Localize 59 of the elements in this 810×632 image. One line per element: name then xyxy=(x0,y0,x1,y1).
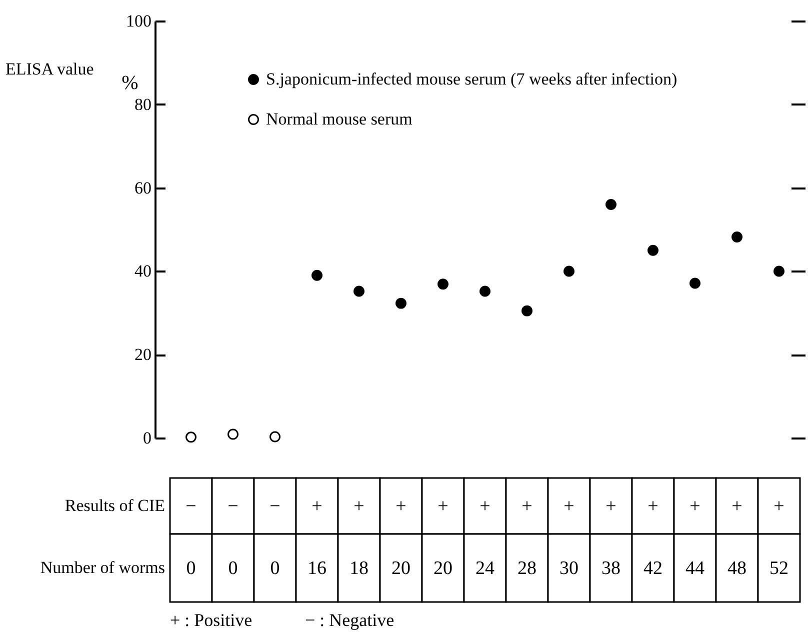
text: Results of CIE xyxy=(64,496,165,515)
text: + xyxy=(606,496,616,517)
text: − xyxy=(186,496,196,517)
x-tick-label: 42 xyxy=(644,558,662,579)
y-tick-label: 60 xyxy=(134,178,152,198)
x-axis-title: Number of worms xyxy=(40,558,165,577)
text: − xyxy=(228,496,238,517)
y-tick-label: 40 xyxy=(134,262,152,281)
text: + xyxy=(690,496,700,517)
x-tick-label: 38 xyxy=(602,558,620,579)
y-tick-label: 80 xyxy=(134,94,152,114)
text: − xyxy=(270,496,280,517)
text: % xyxy=(122,72,138,94)
text: + xyxy=(732,496,742,517)
y-axis-title: ELISA value xyxy=(6,60,94,78)
legend-label: S.japonicum-infected mouse serum (7 weeks after infection) xyxy=(266,70,678,88)
text: + xyxy=(480,496,490,517)
point xyxy=(438,278,448,290)
legend-label: Normal mouse serum xyxy=(266,110,412,128)
x-tick-label: 0 xyxy=(270,558,280,579)
point xyxy=(228,428,238,440)
point xyxy=(270,431,280,442)
x-tick-label: 0 xyxy=(228,558,238,579)
text: + : Positive xyxy=(170,610,252,630)
text: − : Negative xyxy=(305,610,394,630)
x-tick-label: 44 xyxy=(686,558,705,579)
point xyxy=(522,305,532,316)
point xyxy=(186,432,196,443)
x-tick-label: 28 xyxy=(518,558,536,579)
point xyxy=(690,278,700,289)
x-tick-label: 30 xyxy=(560,558,578,579)
point xyxy=(312,270,322,281)
text: + xyxy=(648,496,658,517)
x-tick-label: 52 xyxy=(770,558,788,579)
x-tick-label: 20 xyxy=(434,558,452,579)
x-tick-label: 24 xyxy=(476,558,495,579)
text: + xyxy=(564,496,574,517)
x-tick-label: 48 xyxy=(728,558,746,579)
y-tick-label: 100 xyxy=(126,12,152,30)
y-tick-label: 20 xyxy=(134,345,152,364)
text: + xyxy=(438,496,448,517)
x-tick-label: 0 xyxy=(186,558,196,579)
text: + xyxy=(522,496,532,517)
x-tick-label: 18 xyxy=(350,558,368,579)
point xyxy=(774,266,784,277)
point xyxy=(564,266,574,277)
text: + xyxy=(312,496,322,517)
point xyxy=(480,286,490,297)
y-tick-label: 0 xyxy=(143,428,152,448)
point xyxy=(732,232,742,242)
text: + xyxy=(396,496,406,517)
text: + xyxy=(354,496,364,517)
text: + xyxy=(774,496,784,517)
x-tick-label: 20 xyxy=(392,558,410,579)
x-tick-label: 16 xyxy=(308,558,326,579)
point xyxy=(648,244,658,256)
point xyxy=(606,198,616,210)
point xyxy=(396,298,406,309)
point xyxy=(354,286,364,297)
